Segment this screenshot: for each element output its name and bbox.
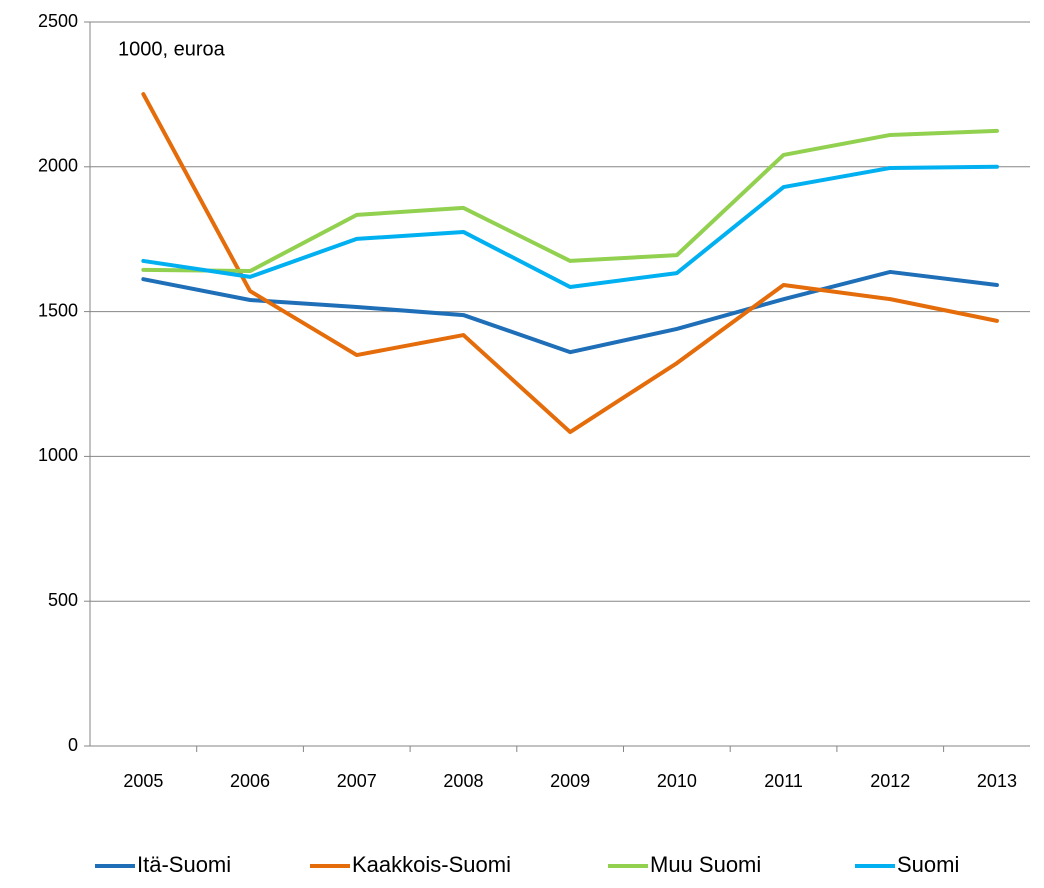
x-tick-label: 2011: [764, 771, 803, 791]
x-tick-label: 2006: [230, 771, 270, 791]
legend-label: Kaakkois-Suomi: [352, 852, 511, 877]
line-series: [141, 128, 999, 274]
x-tick-label: 2007: [337, 771, 377, 791]
x-tick-label: 2010: [657, 771, 697, 791]
y-tick-label: 1000: [38, 445, 78, 465]
legend-label: Suomi: [897, 852, 959, 877]
line-series: [141, 164, 999, 289]
y-tick-label: 1500: [38, 300, 78, 320]
y-tick-label: 0: [68, 735, 78, 755]
x-tick-label: 2012: [870, 771, 910, 791]
x-tick-label: 2005: [123, 771, 163, 791]
y-tick-label: 2500: [38, 11, 78, 31]
legend-label: Muu Suomi: [650, 852, 761, 877]
legend-label: Itä-Suomi: [137, 852, 231, 877]
annotation: 1000, euroa: [118, 38, 226, 60]
x-tick-label: 2013: [977, 771, 1017, 791]
x-tick-label: 2008: [443, 771, 483, 791]
line-series: [141, 92, 999, 435]
y-tick-label: 2000: [38, 156, 78, 176]
line-series: [141, 269, 999, 355]
y-tick-label: 500: [48, 590, 78, 610]
x-tick-label: 2009: [550, 771, 590, 791]
